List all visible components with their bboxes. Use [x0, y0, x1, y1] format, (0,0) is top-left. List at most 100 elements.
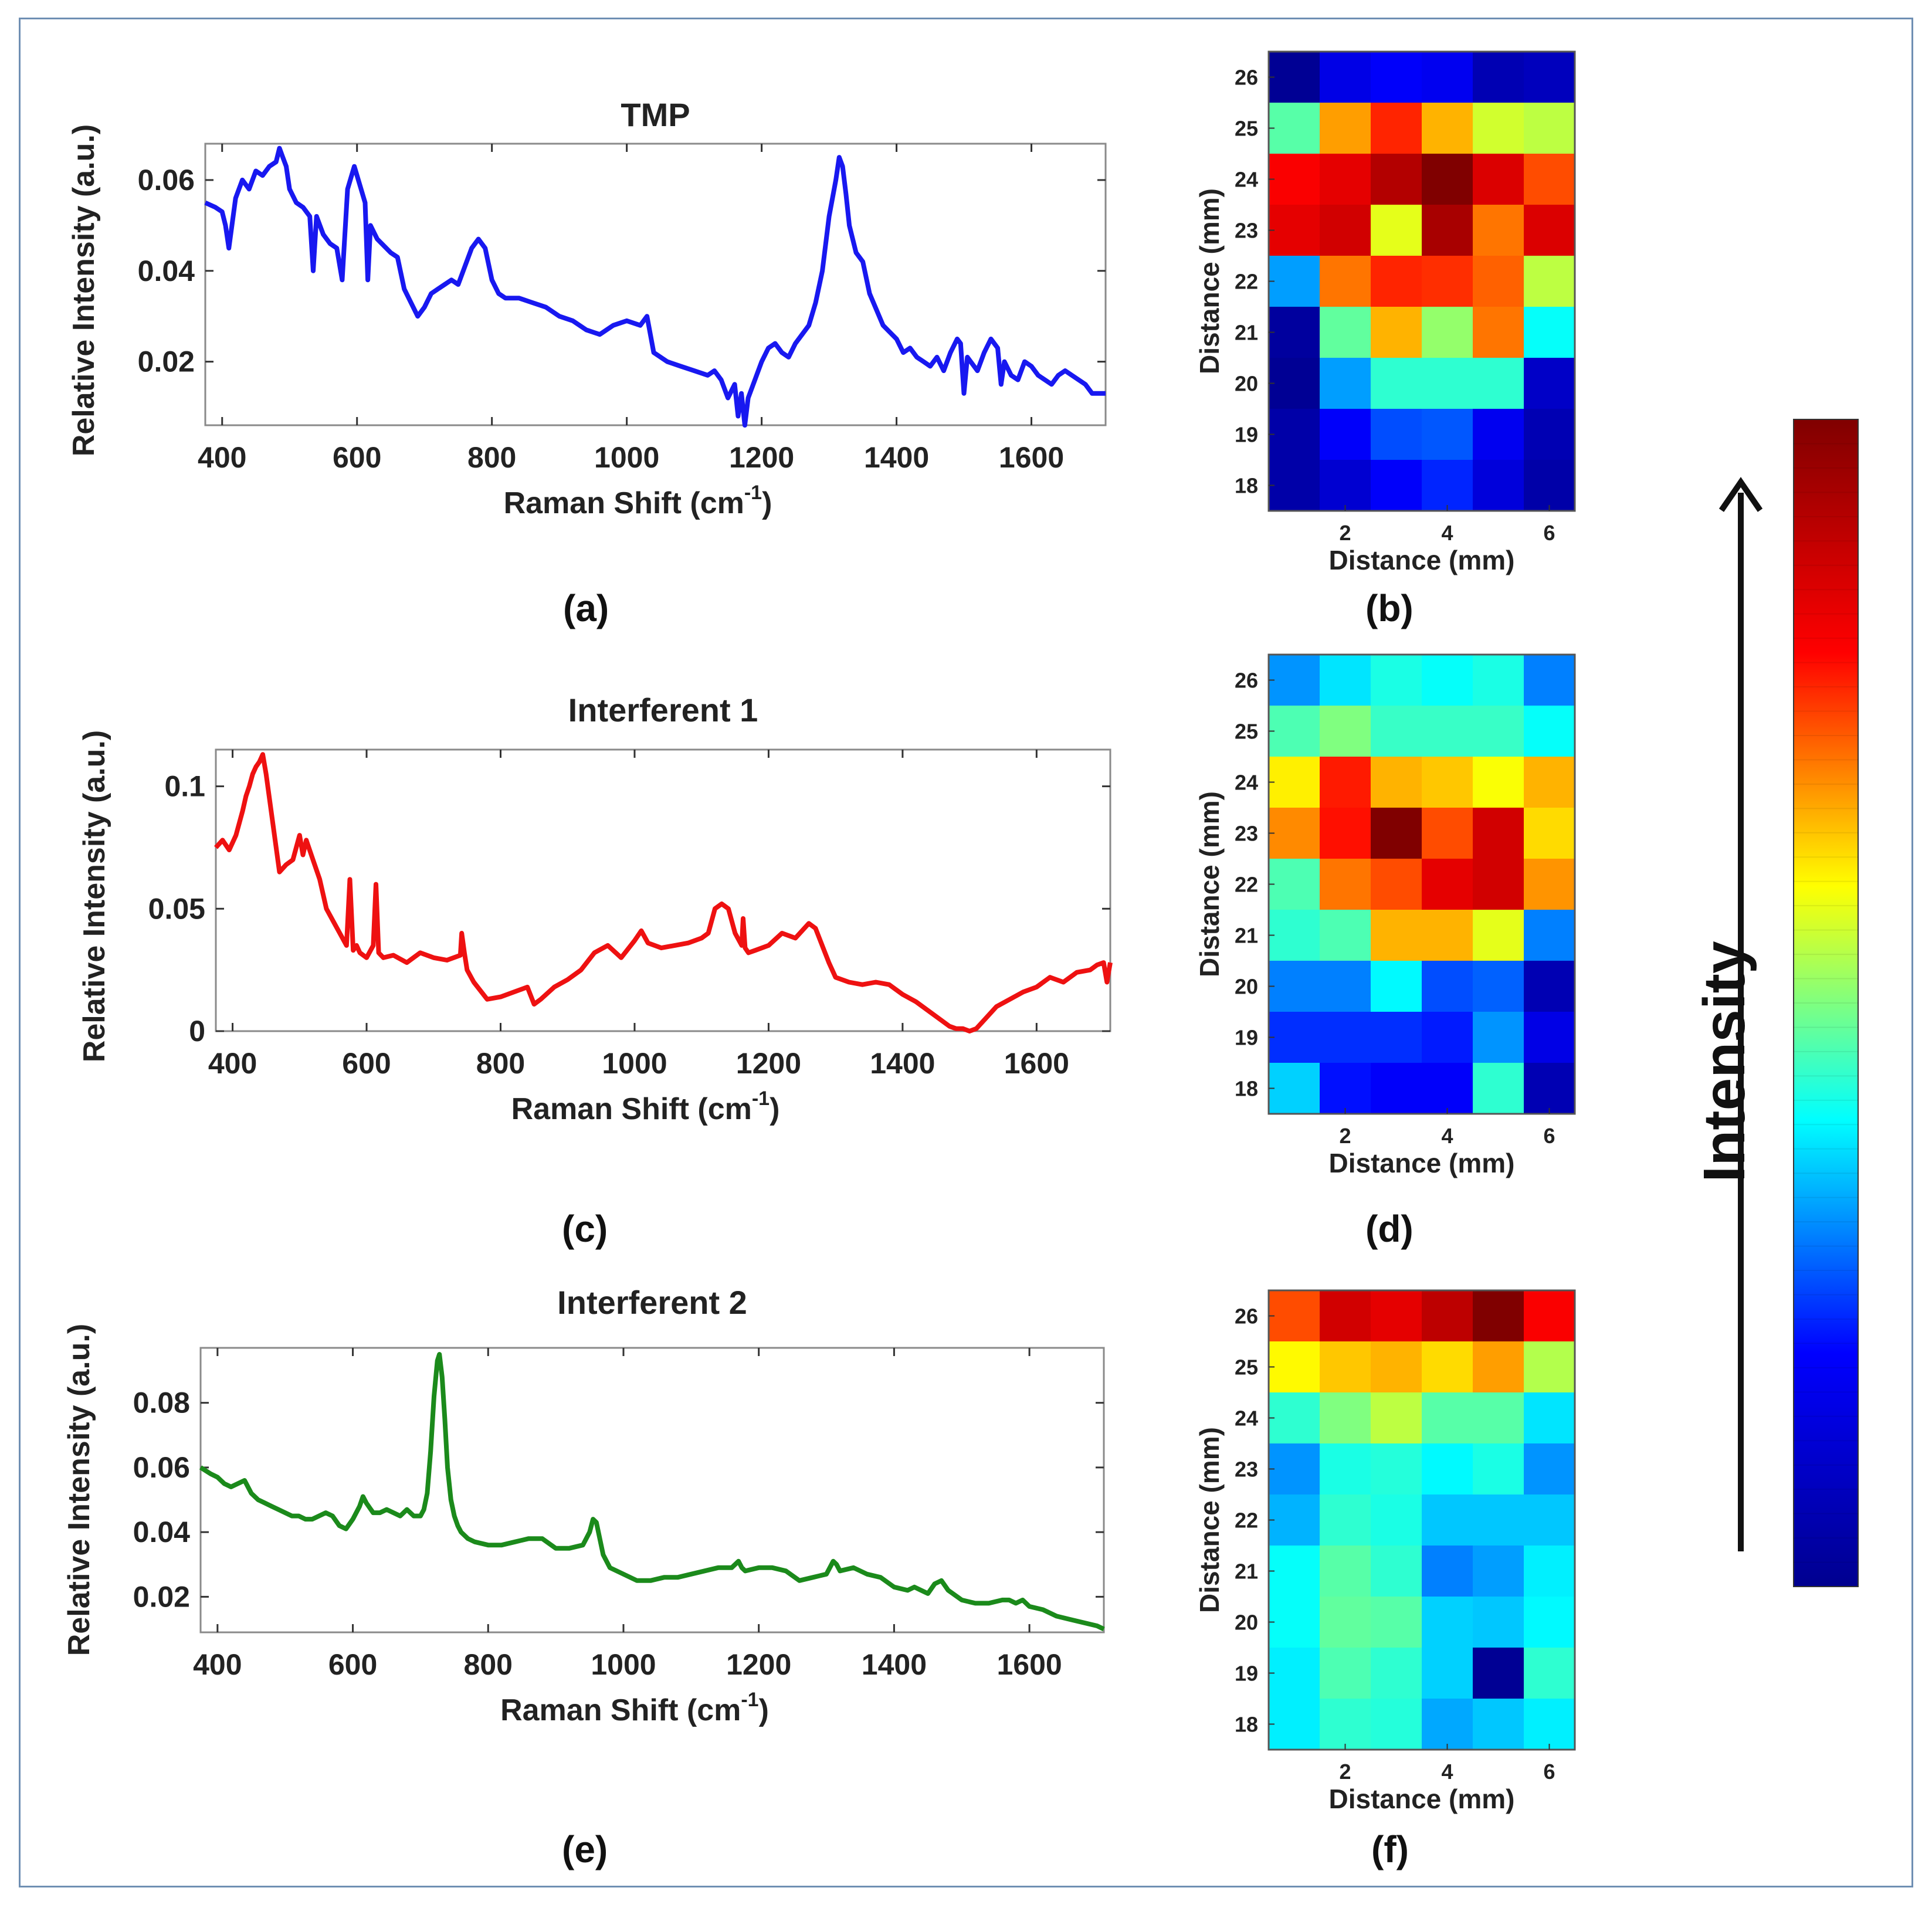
heatmap-cell	[1269, 1063, 1320, 1114]
heatmap-cell	[1524, 706, 1575, 757]
heatmap-cell	[1524, 103, 1575, 154]
heatmap-cell	[1320, 52, 1371, 103]
heatmap-cell	[1269, 961, 1320, 1012]
heatmap-cell	[1422, 1341, 1473, 1393]
heatmap-cell	[1524, 1699, 1575, 1750]
heatmap-cell	[1422, 103, 1473, 154]
heatmap-cell	[1371, 1443, 1422, 1495]
heatmap-cell	[1371, 655, 1422, 706]
heatmap-cell	[1524, 1494, 1575, 1546]
heatmap-cell	[1269, 1443, 1320, 1495]
heatmap-cell	[1422, 1063, 1473, 1114]
heatmap-cell	[1269, 154, 1320, 205]
heatmap-cell	[1524, 1063, 1575, 1114]
heatmap-cell	[1524, 52, 1575, 103]
heatmap-cell	[1422, 706, 1473, 757]
heatmap-cell	[1371, 1063, 1422, 1114]
heatmap-cell	[1422, 808, 1473, 859]
heatmap-cell	[1371, 1699, 1422, 1750]
colorbar-bar	[1793, 419, 1859, 1587]
heatmap-cell	[1473, 1443, 1524, 1495]
heatmap-cell	[1473, 1341, 1524, 1393]
heatmap-cell	[1422, 1597, 1473, 1648]
x-axis-label: Distance (mm)	[1329, 545, 1515, 575]
chart-title: TMP	[621, 96, 690, 133]
heatmap-cell	[1371, 103, 1422, 154]
x-tick-label: 1400	[870, 1047, 935, 1080]
x-tick-label: 800	[464, 1648, 513, 1681]
heatmap-cell	[1524, 154, 1575, 205]
x-tick-label: 1200	[729, 441, 794, 474]
heatmap-cell	[1524, 1341, 1575, 1393]
heatmap-cell	[1473, 1648, 1524, 1699]
x-tick-label: 6	[1543, 521, 1555, 545]
heatmap-cell	[1422, 1392, 1473, 1444]
heatmap-cell	[1320, 1648, 1371, 1699]
x-tick-label: 400	[198, 441, 246, 474]
y-tick-label: 26	[1235, 1304, 1258, 1329]
heatmap-cell	[1473, 1290, 1524, 1342]
heatmap-cell	[1524, 655, 1575, 706]
y-tick-label: 19	[1235, 423, 1258, 447]
heatmap-cell	[1320, 1443, 1371, 1495]
x-tick-label: 4	[1441, 1760, 1453, 1784]
heatmap-cell	[1473, 1494, 1524, 1546]
heatmap-cell	[1269, 655, 1320, 706]
heatmap-cell	[1422, 1494, 1473, 1546]
y-tick-label: 21	[1235, 924, 1258, 948]
x-tick-label: 4	[1441, 521, 1453, 545]
heatmap-cell	[1269, 103, 1320, 154]
x-tick-label: 1400	[864, 441, 929, 474]
heatmap-cell	[1473, 808, 1524, 859]
heatmap-cell	[1422, 1012, 1473, 1063]
heatmap-cell	[1371, 1546, 1422, 1597]
y-tick-label: 25	[1235, 117, 1258, 141]
x-tick-label: 4	[1441, 1124, 1453, 1148]
panel-label-c: (c)	[562, 1208, 608, 1250]
heatmap-cell	[1269, 859, 1320, 910]
heatmap-cell	[1524, 910, 1575, 961]
heatmap-cell	[1524, 1012, 1575, 1063]
panel-label-f: (f)	[1371, 1828, 1409, 1870]
heatmap-cell	[1422, 307, 1473, 358]
heatmap-cell	[1269, 1648, 1320, 1699]
heatmap-cell	[1473, 409, 1524, 460]
heatmap-cell	[1371, 1341, 1422, 1393]
heatmap-cell	[1524, 1597, 1575, 1648]
spectrum-c: 400 600 800 1000 1200 1400 1600 0 0.05 0.1 Interfe…	[77, 692, 1113, 1126]
heatmap-cell	[1269, 409, 1320, 460]
y-axis-label: Relative Intensity (a.u.)	[62, 1324, 96, 1656]
heatmap-cell	[1320, 1546, 1371, 1597]
y-tick-label: 21	[1235, 1560, 1258, 1584]
heatmap-cell	[1473, 154, 1524, 205]
x-axis-label: Raman Shift (cm-1)	[504, 482, 772, 520]
y-tick-label: 26	[1235, 669, 1258, 693]
y-tick-label: 22	[1235, 1509, 1258, 1533]
heatmap-cell	[1473, 1597, 1524, 1648]
intensity-arrow-head	[1719, 477, 1763, 512]
heatmap-cell	[1473, 358, 1524, 409]
heatmap-cell	[1320, 655, 1371, 706]
heatmap-cell	[1524, 1392, 1575, 1444]
heatmap-cell	[1473, 460, 1524, 511]
y-tick-label: 18	[1235, 1713, 1258, 1737]
heatmap-cell	[1422, 1699, 1473, 1750]
y-tick-label: 19	[1235, 1662, 1258, 1686]
y-tick-label: 20	[1235, 372, 1258, 396]
heatmap-cell	[1422, 460, 1473, 511]
heatmap-cell	[1320, 103, 1371, 154]
heatmap-cell	[1371, 1494, 1422, 1546]
y-tick-label: 0.02	[138, 345, 195, 378]
x-tick-label: 800	[467, 441, 516, 474]
heatmap-cell	[1269, 1341, 1320, 1393]
plot-area	[204, 143, 1107, 426]
heatmap-cell	[1371, 358, 1422, 409]
heatmap-cell	[1320, 460, 1371, 511]
x-tick-label: 800	[476, 1047, 525, 1080]
heatmap-cell	[1371, 307, 1422, 358]
heatmap-cell	[1422, 205, 1473, 256]
heatmap-cell	[1524, 1648, 1575, 1699]
heatmap-cell	[1422, 961, 1473, 1012]
